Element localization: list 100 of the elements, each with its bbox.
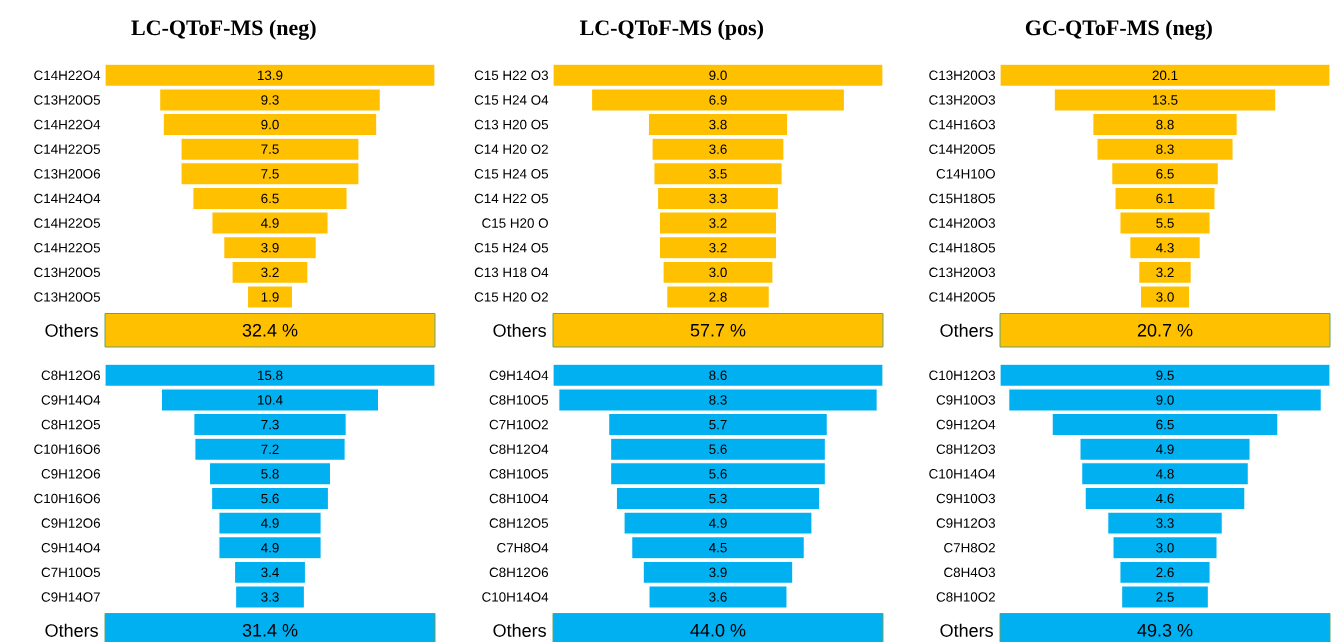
data-label: 2.5: [1156, 592, 1174, 602]
category-label: C14 H20 O2: [474, 144, 548, 154]
data-label: 32.4 %: [242, 323, 298, 337]
data-label: 3.8: [709, 119, 727, 130]
category-label: C8H4O3: [944, 567, 996, 578]
data-label: 3.3: [709, 193, 727, 204]
data-label: 9.0: [1156, 395, 1174, 405]
category-label: C14H10O: [936, 169, 995, 179]
data-label: 15.8: [258, 370, 283, 381]
category-label: C7H10O5: [41, 567, 101, 578]
category-label: C15 H24 O5: [474, 242, 549, 253]
data-label: 8.3: [709, 395, 727, 405]
data-label: 9.3: [261, 95, 279, 105]
data-label: 6.5: [1156, 419, 1174, 430]
category-label: C13H20O5: [34, 292, 101, 302]
data-label: 13.9: [257, 70, 283, 81]
data-label: 9.0: [261, 119, 279, 130]
data-label: 31.4 %: [242, 623, 298, 637]
text: LC-QToF-MS (neg): [131, 19, 316, 40]
category-label: C9H14O4: [489, 370, 549, 381]
category-label: C14H22O5: [34, 218, 101, 228]
category-label: C9H12O4: [936, 419, 996, 430]
data-label: 3.2: [709, 218, 727, 228]
data-label: 7.3: [261, 419, 279, 430]
data-label: 5.5: [1156, 218, 1174, 228]
data-label: 7.5: [261, 169, 279, 179]
data-label: 6.9: [709, 95, 727, 105]
data-label: 4.5: [708, 543, 727, 553]
data-label: 1.9: [261, 292, 279, 302]
data-label: 57.7 %: [690, 323, 746, 337]
category-label: C13H20O3: [929, 70, 996, 81]
category-label: Others: [940, 323, 993, 337]
category-label: C13H20O3: [929, 267, 996, 278]
category-label: C10H16O6: [34, 444, 101, 454]
data-label: 8.3: [1156, 144, 1174, 154]
data-label: 44.0 %: [690, 623, 746, 637]
category-label: C10H12O3: [929, 370, 996, 381]
category-label: C13 H20 O5: [474, 119, 549, 130]
category-label: C14H16O3: [929, 119, 996, 130]
data-label: 20.7 %: [1137, 323, 1193, 337]
text: GC-QToF-MS (neg): [1025, 19, 1212, 40]
category-label: C8H10O2: [936, 592, 995, 602]
data-label: 6.5: [1156, 169, 1174, 179]
category-label: C10H14O4: [482, 592, 549, 602]
data-label: 5.8: [261, 469, 279, 479]
data-label: 4.9: [261, 542, 279, 553]
category-label: C9H10O3: [936, 493, 996, 504]
category-label: C13H20O6: [34, 169, 101, 179]
data-label: 10.4: [258, 395, 283, 405]
category-label: C7H10O2: [489, 419, 548, 430]
category-label: Others: [493, 623, 546, 637]
data-label: 4.8: [1156, 469, 1174, 479]
data-label: 3.3: [261, 592, 279, 602]
category-label: C8H10O5: [489, 469, 549, 479]
category-label: C14H24O4: [34, 193, 101, 204]
data-label: 7.2: [261, 444, 279, 454]
category-label: C7H8O2: [944, 542, 995, 553]
category-label: C9H14O7: [41, 592, 100, 602]
category-label: C9H14O4: [41, 542, 101, 553]
category-label: C8H10O4: [489, 493, 549, 504]
data-label: 5.6: [709, 469, 727, 479]
data-label: 9.5: [1156, 370, 1174, 381]
category-label: C14H20O5: [929, 144, 996, 154]
data-label: 5.6: [709, 444, 727, 454]
data-label: 13.5: [1153, 95, 1178, 105]
data-label: 3.2: [261, 267, 279, 278]
category-label: C8H12O5: [489, 518, 549, 528]
category-label: C14H22O4: [34, 119, 101, 130]
category-label: Others: [940, 623, 993, 637]
data-label: 3.0: [1156, 542, 1174, 553]
category-label: C8H10O5: [489, 395, 549, 405]
category-label: C15H18O5: [929, 193, 996, 204]
data-label: 4.9: [708, 518, 727, 528]
data-label: 3.2: [709, 242, 727, 253]
category-label: C9H10O3: [936, 395, 996, 405]
data-label: 4.9: [260, 218, 279, 228]
data-label: 49.3 %: [1137, 623, 1193, 637]
category-label: C14H22O5: [34, 242, 101, 253]
category-label: C9H12O6: [41, 469, 101, 479]
category-label: C15 H20 O2: [474, 292, 548, 302]
data-label: 3.0: [709, 267, 727, 278]
category-label: C8H12O4: [489, 444, 549, 454]
data-label: 3.5: [709, 169, 727, 179]
category-label: C10H16O6: [34, 493, 101, 504]
data-label: 4.6: [1156, 493, 1174, 504]
data-label: 2.6: [1156, 567, 1174, 578]
category-label: C15 H24 O5: [474, 169, 549, 179]
category-label: C15 H20 O: [482, 218, 548, 228]
category-label: C9H14O4: [41, 395, 101, 405]
category-label: C13H20O5: [34, 95, 101, 105]
data-label: 3.2: [1156, 267, 1174, 278]
category-label: C14 H22 O5: [474, 193, 549, 204]
category-label: C14H20O5: [929, 292, 996, 302]
category-label: C13H20O3: [929, 95, 996, 105]
data-label: 8.8: [1156, 119, 1174, 130]
data-label: 4.3: [1156, 242, 1174, 253]
category-label: Others: [45, 323, 98, 337]
data-label: 2.8: [709, 292, 727, 302]
category-label: Others: [45, 623, 98, 637]
data-label: 5.7: [709, 419, 727, 430]
